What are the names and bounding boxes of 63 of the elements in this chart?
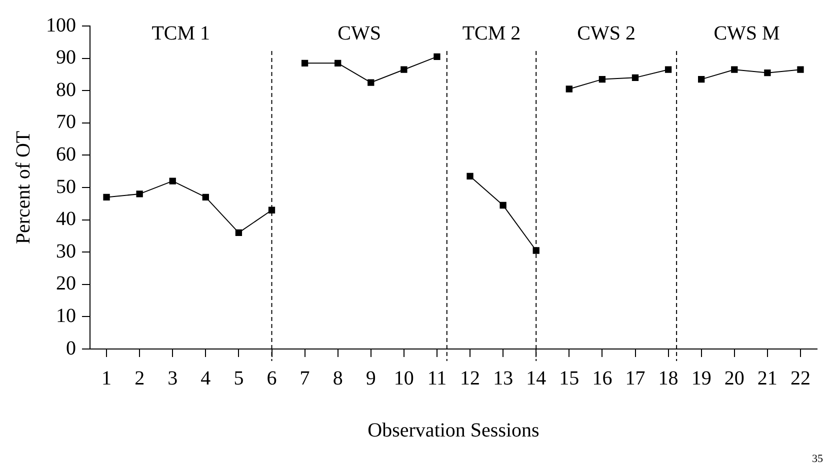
x-tick-label: 18 (658, 367, 678, 390)
x-tick-label: 13 (493, 367, 514, 390)
x-tick-label: 8 (332, 367, 343, 390)
annotation: CWS 2 (577, 22, 636, 44)
point (598, 76, 606, 83)
y-tick-label: 70 (56, 111, 76, 134)
annotation: CWS M (714, 22, 780, 44)
point (566, 86, 572, 92)
point (368, 79, 374, 86)
point (731, 66, 738, 73)
annotation: TCM 2 (462, 22, 521, 44)
point (235, 229, 242, 236)
y-tick-label: 80 (56, 78, 76, 101)
x-tick-label: 14 (526, 367, 546, 390)
x-tick-label: 19 (691, 367, 712, 390)
y-tick-label: 20 (56, 272, 76, 295)
x-tick-label: 21 (757, 367, 778, 390)
x-tick-label: 5 (234, 367, 244, 390)
point (532, 247, 540, 254)
point (434, 53, 440, 60)
x-tick-label: 22 (790, 367, 810, 390)
x-tick-label: 3 (168, 367, 178, 390)
point (136, 190, 143, 198)
y-tick-label: 90 (56, 46, 76, 69)
y-tick-label: 100 (46, 14, 76, 36)
x-tick-label: 16 (592, 367, 612, 390)
x-tick-label: 11 (427, 367, 447, 390)
x-axis-title: Observation Sessions (368, 419, 540, 442)
point (169, 178, 176, 184)
y-tick-label: 50 (56, 176, 76, 198)
x-tick-label: 17 (625, 367, 646, 390)
y-tick-label: 30 (56, 240, 76, 262)
point (400, 66, 408, 73)
y-tick-label: 60 (56, 143, 76, 166)
x-tick-label: 7 (300, 367, 310, 390)
annotation: TCM 1 (152, 22, 210, 44)
x-tick-label: 20 (724, 367, 744, 390)
x-tick-label: 9 (366, 367, 376, 390)
point (301, 60, 308, 66)
point (268, 206, 276, 214)
x-tick-label: 1 (102, 367, 112, 390)
point (664, 66, 672, 73)
y-tick-label: 40 (56, 208, 76, 230)
point (698, 76, 705, 83)
x-tick-label: 15 (559, 367, 580, 390)
point (500, 202, 506, 209)
point (632, 74, 639, 82)
x-tick-label: 10 (394, 367, 414, 390)
point (466, 172, 474, 180)
point (103, 194, 110, 201)
point (202, 194, 209, 201)
text: 35 (812, 452, 824, 465)
x-tick-label: 12 (460, 367, 480, 390)
y-axis-title: Percent of OT (12, 130, 34, 244)
annotation: CWS (338, 22, 381, 44)
x-tick-label: 4 (200, 367, 211, 390)
point (764, 70, 771, 76)
point (334, 60, 342, 66)
x-tick-label: 6 (266, 367, 277, 390)
x-tick-label: 2 (134, 367, 145, 390)
y-tick-label: 0 (66, 337, 76, 360)
point (797, 66, 804, 73)
y-tick-label: 10 (56, 304, 76, 327)
